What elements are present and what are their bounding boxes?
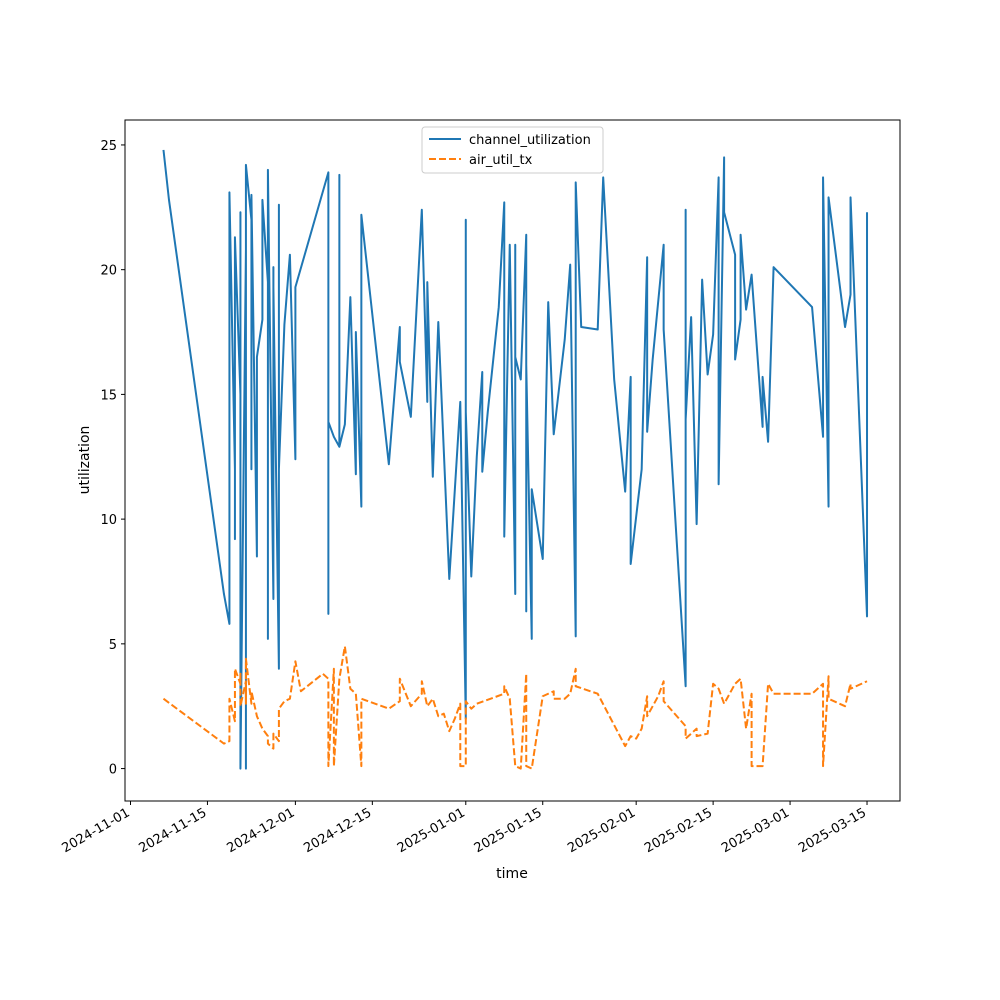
y-tick-label: 20 [100,264,117,279]
y-tick-label: 15 [100,388,117,403]
y-tick-label: 25 [100,139,117,154]
series-line-channel-utilization [162,149,869,770]
y-axis: 0 5 10 15 20 25 [100,139,125,778]
legend-label-air-util-tx: air_util_tx [469,153,533,168]
x-tick-label: 2024-12-01 [224,805,297,856]
x-tick-label: 2024-12-15 [301,805,374,856]
x-tick-label: 2024-11-01 [60,805,133,856]
x-tick-label: 2025-03-01 [719,805,792,856]
x-tick-label: 2025-02-01 [565,805,638,856]
x-tick-label: 2025-01-01 [395,805,468,856]
x-axis-label: time [496,866,528,882]
plot-lines [162,149,869,770]
y-axis-label: utilization [77,426,93,495]
legend: channel_utilization air_util_tx [421,126,604,174]
x-tick-label: 2025-01-15 [472,805,545,856]
legend-label-channel-utilization: channel_utilization [469,133,591,148]
legend-box [421,126,604,174]
series-line-air-util-tx [162,645,868,770]
y-tick-label: 5 [109,638,117,653]
x-tick-label: 2025-03-15 [796,805,869,856]
y-tick-label: 0 [109,763,117,778]
y-tick-label: 10 [100,513,117,528]
x-tick-label: 2025-02-15 [642,805,715,856]
x-axis: 2024-11-01 2024-11-15 2024-12-01 2024-12-15… [60,801,869,856]
x-tick-label: 2024-11-15 [137,805,210,856]
plot-frame [124,119,901,802]
